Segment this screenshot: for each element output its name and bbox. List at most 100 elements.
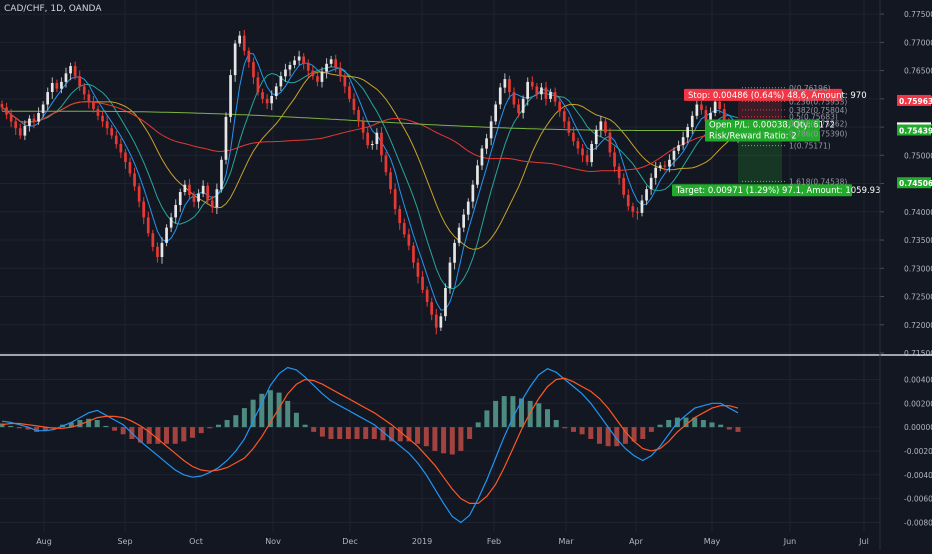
candle-body	[215, 189, 219, 208]
ma-line-50	[1, 101, 739, 173]
candle-body	[9, 114, 13, 122]
price-tag-label: 0.75439	[899, 127, 932, 136]
candle-body	[453, 242, 456, 263]
price-tick-label: 0.73500	[904, 236, 932, 245]
candle-body	[540, 87, 543, 95]
time-tick-label: Sep	[117, 537, 132, 546]
candle-body	[690, 115, 694, 128]
macd-hist-bar	[726, 427, 732, 430]
candle-body	[41, 104, 45, 113]
macd-hist-bar	[198, 427, 204, 434]
candle-body	[229, 75, 232, 117]
candle-body	[288, 65, 292, 70]
candle-body	[444, 288, 447, 317]
price-tick-label: 0.77500	[904, 10, 932, 19]
macd-hist-bar	[181, 427, 187, 442]
candle-body	[325, 63, 328, 72]
candle-body	[476, 165, 479, 185]
candle-body	[370, 144, 374, 146]
candle-body	[274, 86, 278, 96]
candle-body	[146, 217, 150, 234]
candle-body	[700, 104, 703, 111]
time-tick-label: Oct	[189, 537, 203, 546]
candle-body	[0, 103, 4, 108]
candle-body	[462, 214, 465, 228]
time-tick-label: May	[704, 537, 721, 546]
candle-body	[672, 150, 676, 160]
candle-body	[348, 86, 351, 99]
macd-hist-bar	[579, 427, 585, 435]
macd-hist-bar	[423, 427, 429, 447]
candle-body	[183, 184, 187, 192]
macd-tick-label: -0.00800	[904, 518, 932, 527]
time-tick-label: Aug	[36, 537, 52, 546]
macd-hist-bar	[293, 412, 299, 428]
candle-body	[238, 35, 241, 44]
candle-body	[677, 145, 680, 151]
candle-body	[78, 76, 81, 87]
macd-hist-bar	[441, 427, 447, 454]
macd-pane: 0.00400 0.00200 0.00000 -0.00200 -0.00400 -0.…	[0, 366, 932, 527]
candle-body	[82, 86, 86, 95]
macd-hist-bar	[112, 427, 118, 431]
candle-body	[297, 56, 301, 61]
time-tick-label: Mar	[558, 537, 574, 546]
macd-hist-bar	[224, 420, 230, 428]
candle-body	[640, 200, 644, 213]
macd-hist-bar	[241, 408, 247, 428]
candle-body	[480, 148, 484, 166]
macd-hist-bar	[380, 427, 386, 441]
risk-reward-label-bg	[705, 130, 820, 142]
candle-body	[430, 302, 433, 315]
candle-body	[576, 141, 580, 149]
candle-body	[567, 121, 571, 133]
macd-hist-bar	[25, 427, 31, 430]
candle-body	[220, 159, 223, 190]
candle-body	[247, 50, 251, 63]
candle-body	[142, 201, 145, 218]
position-tool: Stop: 0.00486 (0.64%) 48.6, Amount: 970 O…	[672, 88, 881, 197]
candle-body	[649, 177, 653, 190]
candle-body	[681, 137, 685, 146]
candle-body	[530, 81, 534, 87]
candle-body	[284, 69, 287, 77]
time-tick-label: Dec	[342, 537, 357, 546]
candle-body	[517, 104, 520, 113]
macd-hist-bar	[164, 427, 169, 444]
candle-body	[375, 132, 379, 144]
fib-label: 0.382(0.75804)	[789, 106, 847, 115]
macd-hist-bar	[146, 427, 152, 444]
macd-hist-bar	[397, 427, 403, 442]
open-pl-label-bg	[705, 119, 820, 131]
candle-body	[489, 121, 493, 139]
candle-body	[466, 201, 470, 215]
candle-body	[393, 189, 397, 209]
price-tick-label: 0.74000	[904, 208, 932, 217]
risk-reward-label: Risk/Reward Ratio: 2	[705, 130, 820, 142]
macd-hist-bar	[553, 420, 559, 428]
macd-hist-bar	[718, 424, 724, 428]
candle-body	[119, 144, 123, 153]
candle-body	[270, 96, 273, 104]
candle-body	[188, 184, 191, 195]
time-tick-label: Jul	[858, 537, 869, 546]
fib-label: 0.618(0.75562)	[789, 120, 847, 129]
time-axis: Aug Sep Oct Nov Dec 2019 Feb Mar Apr May Jun Jul	[36, 537, 869, 546]
candle-body	[713, 101, 717, 113]
price-tick-label: 0.73000	[904, 264, 932, 273]
candle-body	[402, 223, 406, 235]
candle-body	[210, 200, 214, 208]
candle-body	[50, 83, 54, 92]
candle-body	[133, 173, 136, 187]
macd-tick-label: 0.00000	[904, 423, 932, 432]
candle-body	[722, 109, 726, 122]
candle-body	[380, 132, 383, 156]
candle-body	[46, 92, 49, 105]
candle-body	[320, 71, 324, 82]
macd-hist-bar	[328, 427, 334, 439]
candle-body	[439, 316, 443, 328]
macd-hist-bar	[475, 422, 481, 428]
candle-body	[663, 165, 667, 167]
macd-hist-bar	[536, 403, 542, 428]
